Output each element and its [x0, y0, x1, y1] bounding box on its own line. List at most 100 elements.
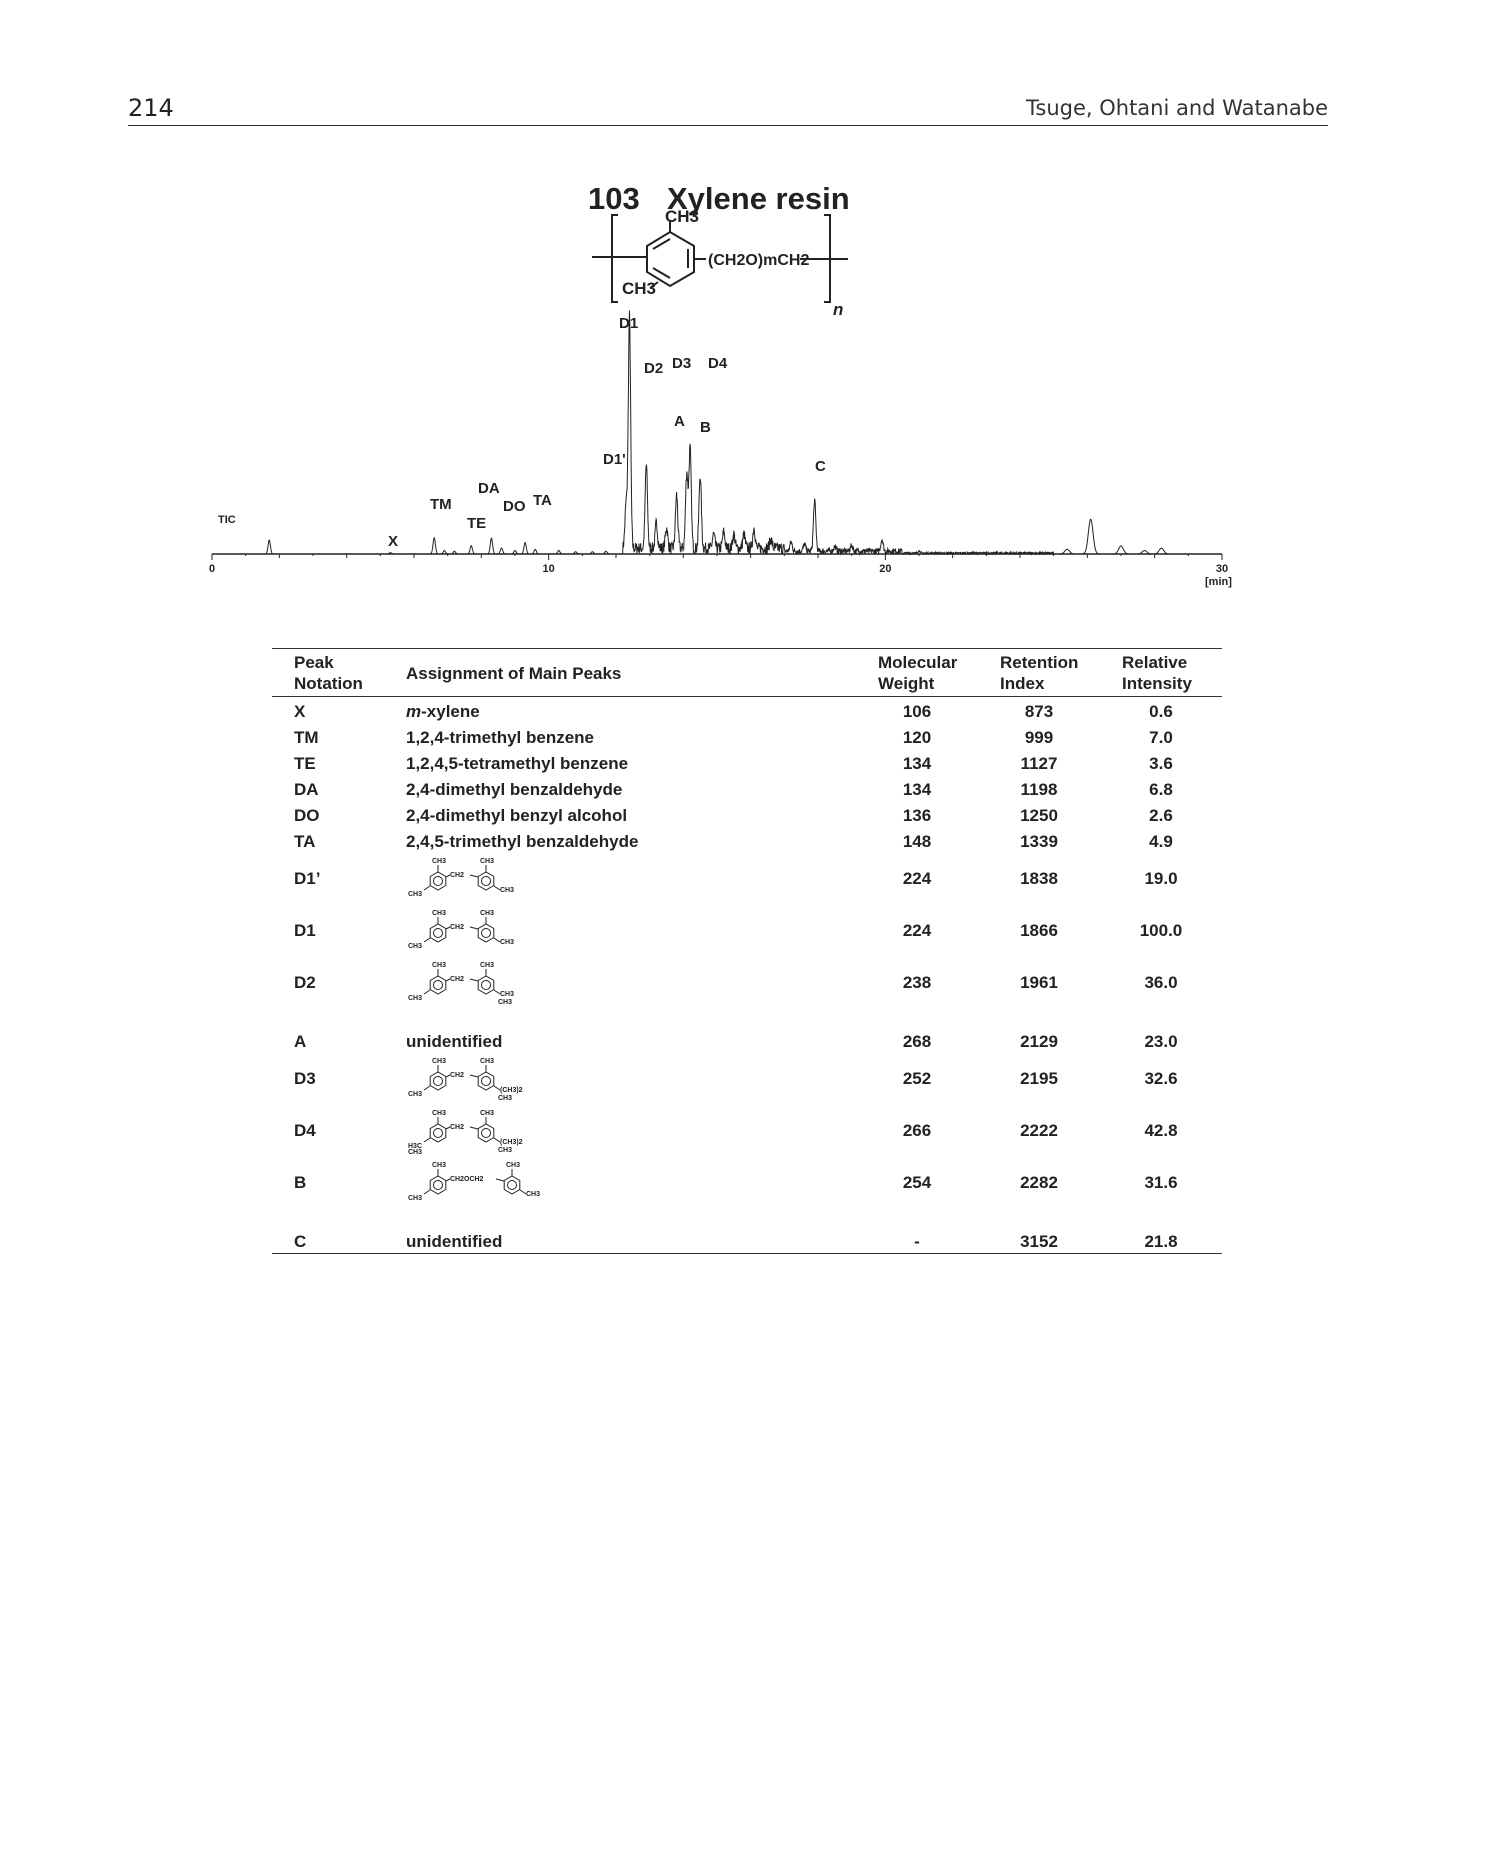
- cell-molecular-weight: 120: [902, 728, 932, 747]
- structure-label: CH3: [432, 962, 446, 969]
- cell-molecular-weight: 254: [902, 1173, 932, 1192]
- structure-ch3-top: CH3: [665, 207, 699, 226]
- structure-label: CH3: [480, 858, 494, 865]
- cell-notation: D2: [294, 973, 316, 992]
- header-molecular-weight: Molecular Weight: [878, 653, 958, 693]
- table-header-row: Peak Notation Assignment of Main Peaks Mo…: [272, 648, 1222, 697]
- table-row: TA 2,4,5-trimethyl benzaldehyde 148 1339 4.9: [272, 827, 1222, 853]
- cell-retention-index: 2195: [1020, 1069, 1058, 1088]
- structure-label: (CH3)2: [500, 1087, 523, 1094]
- x-tick-label: 10: [543, 563, 555, 575]
- x-tick-label: 0: [209, 563, 215, 575]
- structure-label: CH3: [432, 910, 446, 917]
- cell-assignment: 2,4,5-trimethyl benzaldehyde: [406, 832, 639, 851]
- peak-label-x: X: [388, 533, 398, 550]
- cell-notation: TM: [294, 728, 319, 747]
- cell-retention-index: 1198: [1020, 780, 1058, 799]
- cell-relative-intensity: 36.0: [1144, 973, 1178, 992]
- cell-relative-intensity: 19.0: [1144, 869, 1178, 888]
- structure-label: CH3: [408, 995, 422, 1002]
- structure-ch3-bottom: CH3: [622, 279, 656, 298]
- cell-relative-intensity: 0.6: [1149, 702, 1173, 721]
- cell-assignment: CH3 CH3 CH2 CH3 (CH3)2 CH3: [384, 1053, 856, 1105]
- cell-relative-intensity: 4.9: [1149, 832, 1173, 851]
- cell-notation: TE: [294, 754, 316, 773]
- table-row: DO 2,4-dimethyl benzyl alcohol 136 1250 2.6: [272, 801, 1222, 827]
- cell-retention-index: 1250: [1020, 806, 1058, 825]
- cell-relative-intensity: 3.6: [1149, 754, 1173, 773]
- table-row: D1 CH3 CH3 CH2 CH3 CH3 224 1866 100.0: [272, 905, 1222, 957]
- cell-retention-index: 2222: [1020, 1121, 1058, 1140]
- benzene-ring: [646, 230, 695, 288]
- x-axis-ticks: [211, 554, 1223, 560]
- figure-title: Xylene resin: [667, 181, 850, 216]
- cell-assignment: 2,4-dimethyl benzyl alcohol: [406, 806, 628, 825]
- structure-chain: (CH2O)mCH2: [708, 252, 809, 269]
- cell-relative-intensity: 100.0: [1139, 921, 1183, 940]
- table-row: DA 2,4-dimethyl benzaldehyde 134 1198 6.8: [272, 775, 1222, 801]
- cell-molecular-weight: 148: [902, 832, 932, 851]
- table-row: TM 1,2,4-trimethyl benzene 120 999 7.0: [272, 723, 1222, 749]
- cell-molecular-weight: 134: [902, 754, 932, 773]
- structure-label: CH2: [450, 976, 464, 983]
- x-axis-unit: [min]: [1205, 576, 1232, 588]
- structure-label: (CH3)2: [500, 1139, 523, 1146]
- cell-retention-index: 1339: [1020, 832, 1058, 851]
- structure-label: CH2: [450, 872, 464, 879]
- cell-notation: D1’: [294, 869, 321, 888]
- table-row: D1’ CH3 CH3 CH2 CH3 CH3 224 1838 19.0: [272, 853, 1222, 905]
- cell-notation: C: [294, 1232, 307, 1251]
- x-axis-tick-labels: 0 10 20 30: [209, 563, 1228, 575]
- peak-label-d1: D1': [603, 451, 626, 468]
- cell-assignment: CH3 CH3 CH2 CH3 CH3: [384, 905, 856, 957]
- structure-label: CH2OCH2: [450, 1176, 484, 1183]
- cell-notation: D1: [294, 921, 316, 940]
- peak-label-te: TE: [467, 515, 486, 532]
- header-peak-notation: Peak Notation: [294, 653, 363, 693]
- structure-label: CH3: [432, 1110, 446, 1117]
- table-row: D4 CH3 CH3 CH2 H3C CH3 (CH3)2 CH3 266 2222 42.8: [272, 1105, 1222, 1157]
- running-head-authors: Tsuge, Ohtani and Watanabe: [1026, 96, 1328, 120]
- cell-molecular-weight: -: [914, 1232, 920, 1251]
- structure-drawing: CH3 CH3 CH2 CH3 CH3: [408, 910, 514, 950]
- cell-molecular-weight: 238: [902, 973, 932, 992]
- tic-trace: [212, 310, 1222, 556]
- x-tick-label: 30: [1216, 563, 1228, 575]
- cell-relative-intensity: 42.8: [1144, 1121, 1178, 1140]
- cell-retention-index: 1961: [1020, 973, 1058, 992]
- peak-assignment-table: Peak Notation Assignment of Main Peaks Mo…: [272, 648, 1222, 1254]
- cell-relative-intensity: 31.6: [1144, 1173, 1178, 1192]
- cell-relative-intensity: 7.0: [1149, 728, 1173, 747]
- cell-molecular-weight: 266: [902, 1121, 932, 1140]
- structure-label: CH3: [498, 999, 512, 1006]
- page-number: 214: [128, 94, 174, 122]
- cell-retention-index: 1127: [1020, 754, 1058, 773]
- cell-assignment: 2,4-dimethyl benzaldehyde: [406, 780, 623, 799]
- cell-molecular-weight: 252: [902, 1069, 932, 1088]
- structure-label: CH3: [408, 1195, 422, 1202]
- table-row: B CH3 CH3 CH2OCH2 CH3 CH3 254 2282 31.6: [272, 1157, 1222, 1209]
- figure-number: 103: [588, 181, 640, 216]
- structure-label: CH2: [450, 924, 464, 931]
- structure-label: CH3: [498, 1147, 512, 1154]
- structure-drawing: CH3 CH3 CH2 CH3 CH3: [408, 858, 514, 898]
- x-tick-label: 20: [879, 563, 891, 575]
- cell-notation: D4: [294, 1121, 316, 1140]
- structure-label: CH3: [432, 1058, 446, 1065]
- structure-label: CH3: [480, 1058, 494, 1065]
- cell-assignment: unidentified: [406, 1032, 503, 1051]
- cell-assignment: 1,2,4-trimethyl benzene: [406, 728, 595, 747]
- cell-relative-intensity: 23.0: [1144, 1032, 1178, 1051]
- cell-retention-index: 1838: [1020, 869, 1058, 888]
- structure-label: CH3: [480, 1110, 494, 1117]
- cell-retention-index: 3152: [1020, 1232, 1058, 1251]
- cell-assignment: 1,2,4,5-tetramethyl benzene: [406, 754, 629, 773]
- header-rule: [128, 125, 1328, 126]
